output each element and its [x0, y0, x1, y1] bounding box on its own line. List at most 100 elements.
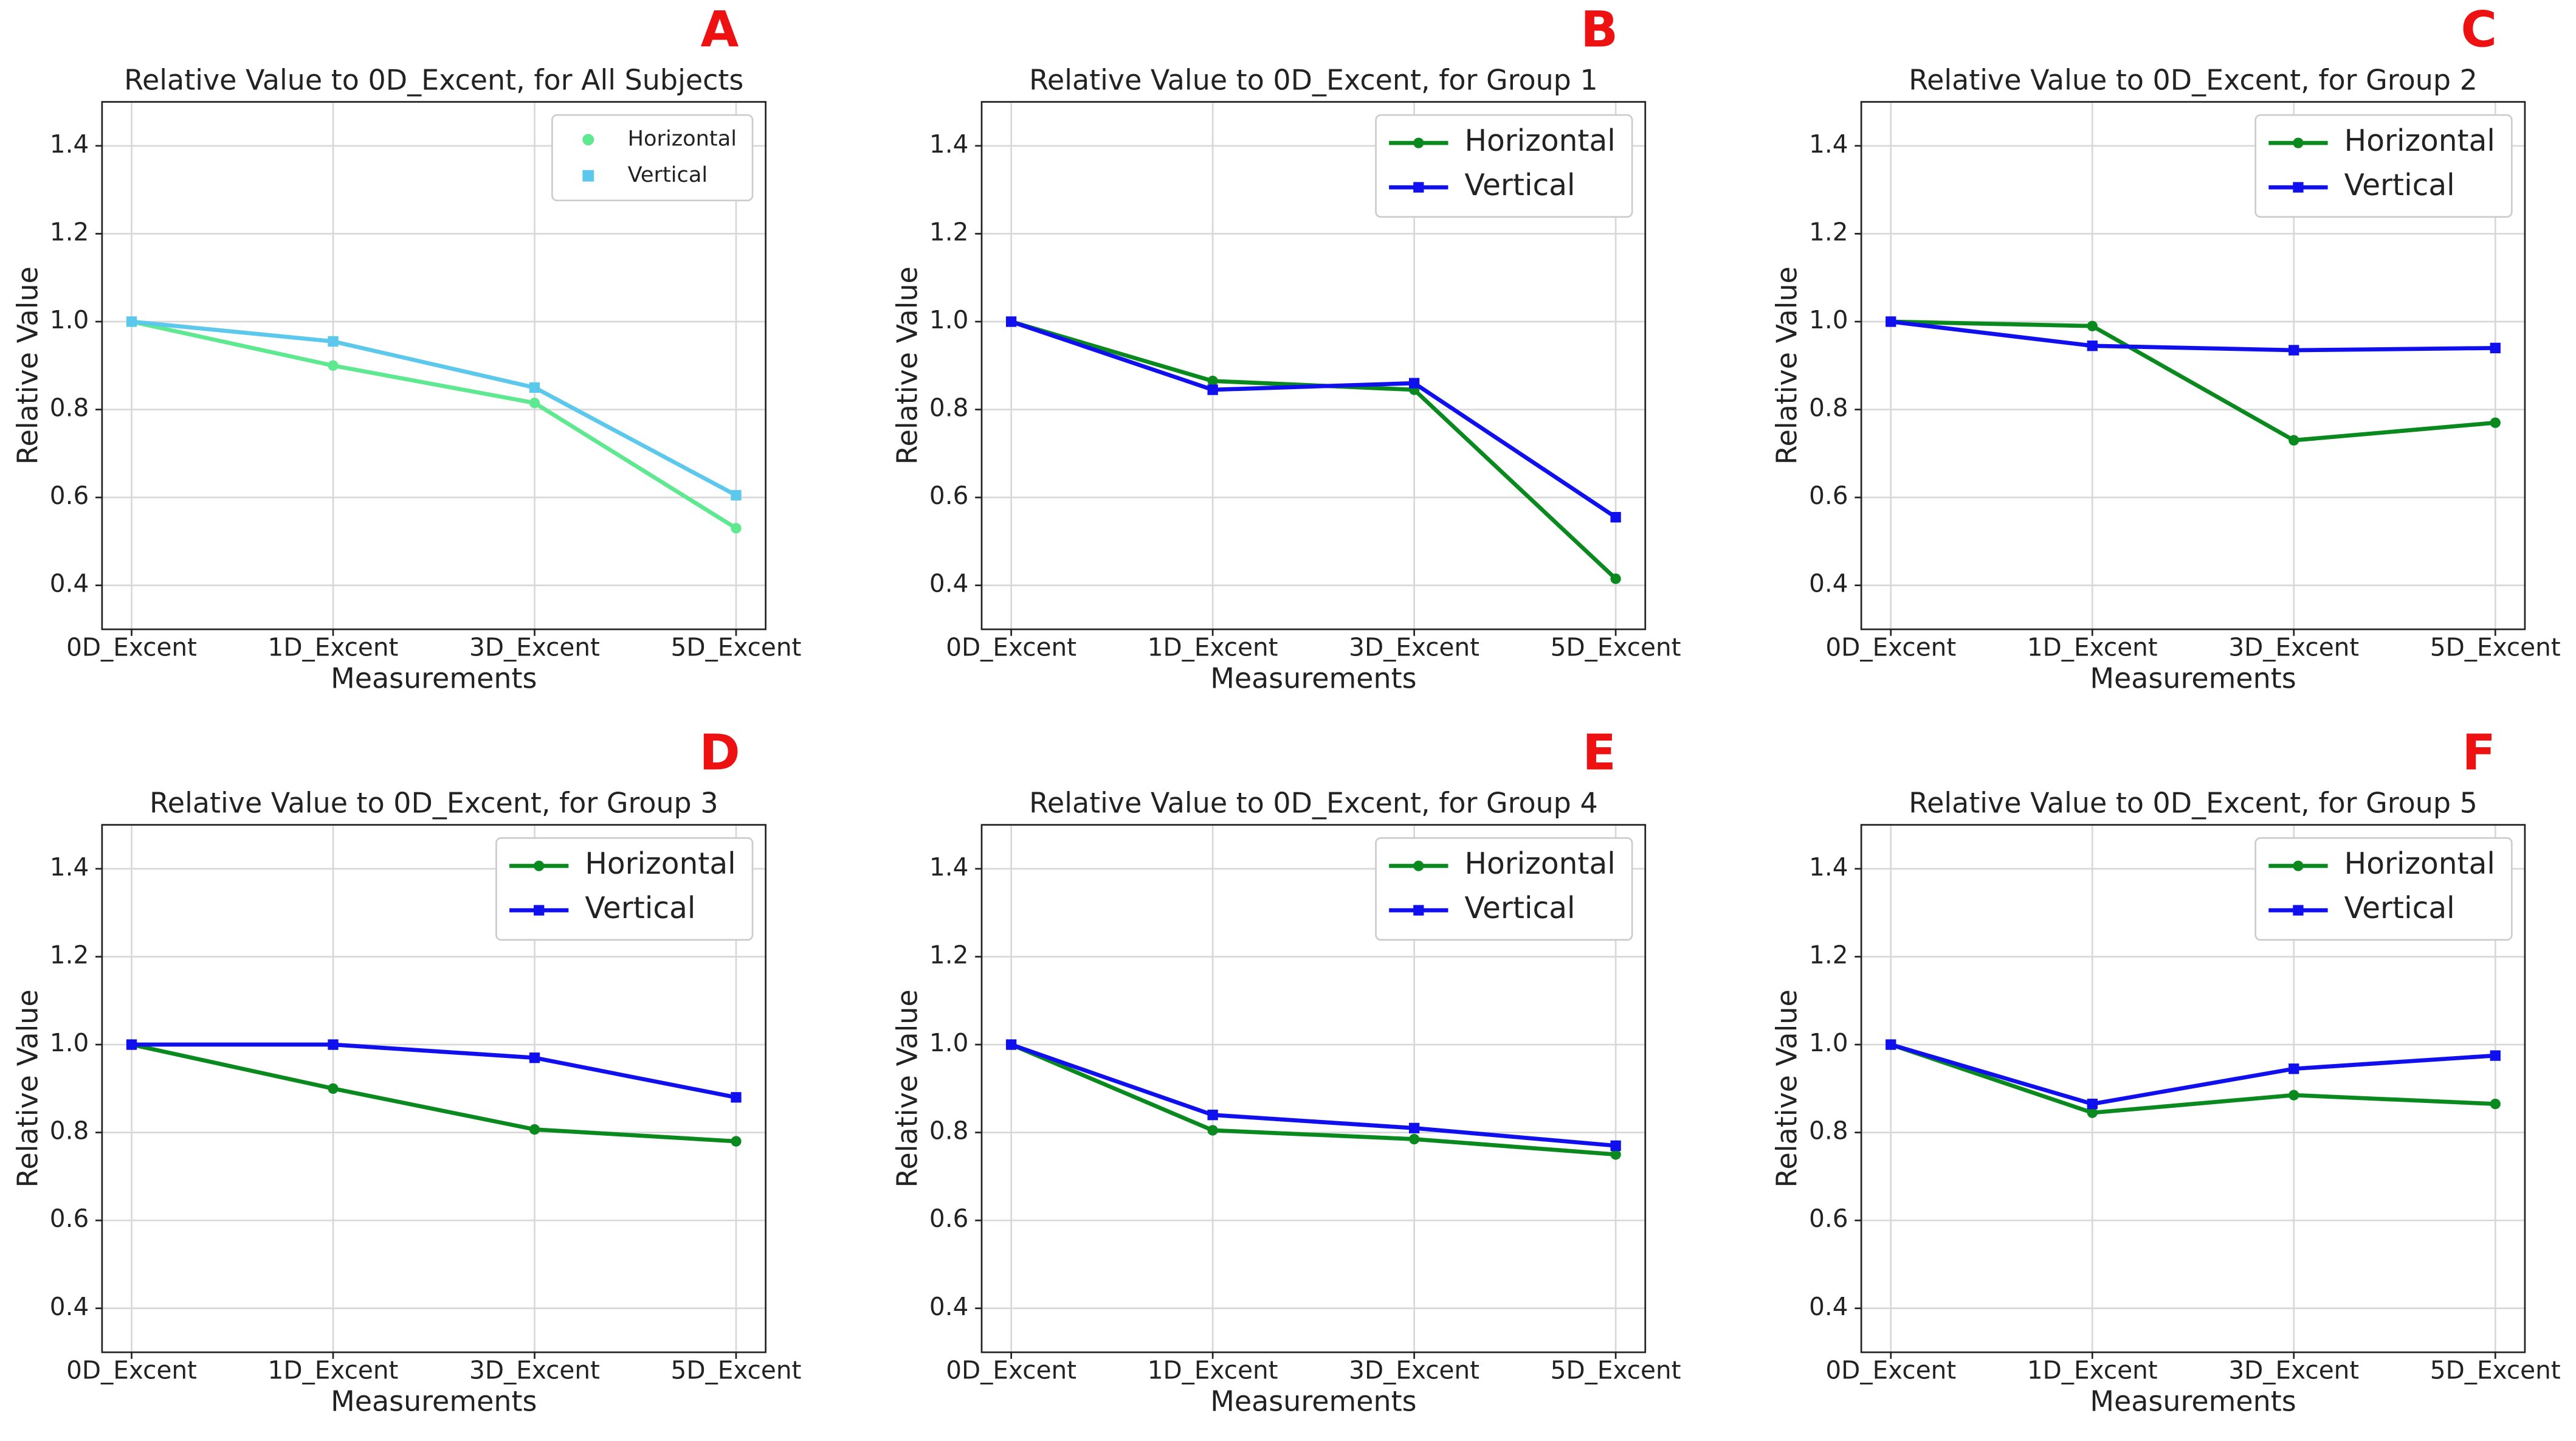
legend-marker — [1413, 860, 1424, 871]
y-tick-label: 1.4 — [929, 852, 968, 882]
data-point — [1408, 1122, 1420, 1134]
chart-panel: 0.4 0.6 0.8 1.0 1.2 1.4 0D_Excent 1D_Excent 3D_E… — [891, 2, 1681, 695]
x-tick-label: 1D_Excent — [1148, 632, 1278, 662]
y-tick-label: 1.0 — [929, 305, 968, 334]
legend-box — [551, 114, 754, 202]
y-tick-label: 1.4 — [50, 130, 89, 159]
data-point — [731, 523, 742, 534]
plot-frame — [1860, 101, 2526, 631]
legend-label: Horizontal — [585, 847, 735, 881]
data-point — [1610, 1140, 1621, 1151]
y-tick-label: 1.0 — [50, 305, 89, 334]
chart-panel: 0.4 0.6 0.8 1.0 1.2 1.4 0D_Excent 1D_Excent 3D_E… — [891, 725, 1681, 1418]
data-point — [1408, 378, 1420, 389]
data-point — [2087, 1107, 2098, 1118]
data-point — [1207, 1110, 1218, 1121]
y-tick-label: 1.0 — [1809, 305, 1848, 334]
plot-frame — [1860, 824, 2526, 1353]
data-point — [1207, 384, 1218, 395]
x-axis-label: Measurements — [2090, 662, 2296, 694]
series-line — [1890, 319, 2496, 443]
series-line — [131, 1042, 737, 1100]
x-tick-label: 1D_Excent — [268, 632, 399, 662]
data-point — [1610, 1149, 1621, 1160]
data-point — [1886, 316, 1896, 327]
y-tick-label: 0.4 — [50, 1292, 89, 1321]
chart-title: Relative Value to 0D_Excent, for Group 3 — [150, 787, 718, 820]
y-tick-label: 0.4 — [929, 569, 968, 598]
data-point — [731, 489, 742, 501]
data-point — [1610, 512, 1621, 523]
y-axis-label: Relative Value — [11, 266, 44, 465]
y-tick-label: 0.6 — [1809, 1204, 1848, 1233]
plot-frame — [101, 824, 766, 1353]
y-axis-label: Relative Value — [11, 989, 44, 1187]
x-tick-label: 0D_Excent — [946, 1355, 1076, 1384]
y-tick-label: 1.2 — [1809, 940, 1848, 969]
data-point — [529, 1124, 540, 1135]
y-tick-label: 0.4 — [1809, 569, 1848, 598]
x-axis-label: Measurements — [1210, 662, 1416, 694]
x-tick-label: 5D_Excent — [671, 632, 802, 662]
y-tick-label: 0.8 — [1809, 393, 1848, 423]
y-tick-label: 1.2 — [929, 217, 968, 246]
x-tick-label: 1D_Excent — [268, 1355, 399, 1384]
y-tick-label: 0.4 — [929, 1292, 968, 1321]
x-tick-label: 5D_Excent — [1551, 1355, 1681, 1384]
y-tick-label: 0.6 — [929, 481, 968, 510]
y-tick-label: 1.4 — [1809, 130, 1848, 159]
y-axis-label: Relative Value — [1771, 266, 1803, 465]
legend-marker — [582, 134, 594, 146]
data-point — [2288, 345, 2299, 356]
series-line — [131, 1042, 737, 1144]
data-point — [1207, 1125, 1218, 1136]
legend-label: Horizontal — [628, 126, 737, 151]
x-tick-label: 5D_Excent — [1551, 632, 1681, 662]
data-point — [1207, 375, 1218, 387]
legend-label: Vertical — [1465, 891, 1576, 925]
data-point — [2490, 1098, 2501, 1110]
legend-marker — [2293, 137, 2304, 148]
legend-marker — [1413, 137, 1424, 148]
legend-label: Horizontal — [1465, 124, 1616, 158]
y-tick-label: 1.4 — [929, 130, 968, 159]
y-tick-label: 0.8 — [1809, 1116, 1848, 1146]
legend-marker — [534, 905, 545, 916]
chart-title: Relative Value to 0D_Excent, for Group 2 — [1909, 64, 2478, 97]
data-point — [2288, 435, 2299, 446]
series-line — [131, 319, 737, 497]
y-tick-label: 1.2 — [50, 940, 89, 969]
x-tick-label: 5D_Excent — [2430, 632, 2561, 662]
y-tick-label: 1.0 — [1809, 1028, 1848, 1057]
data-point — [731, 1136, 742, 1147]
chart-panel: 0.4 0.6 0.8 1.0 1.2 1.4 0D_Excent 1D_Excent 3D_E… — [11, 725, 801, 1418]
data-point — [328, 336, 339, 347]
plot-frame — [980, 824, 1647, 1353]
data-point — [2087, 320, 2098, 331]
legend-marker — [534, 860, 545, 871]
y-tick-label: 1.0 — [50, 1028, 89, 1057]
legend-marker — [2293, 182, 2304, 193]
data-point — [126, 1039, 137, 1050]
series-line — [131, 319, 737, 530]
data-point — [2288, 1090, 2299, 1101]
legend-label: Vertical — [628, 162, 708, 187]
chart-panel: 0.4 0.6 0.8 1.0 1.2 1.4 0D_Excent 1D_Excent 3D_E… — [11, 2, 801, 695]
y-tick-label: 1.2 — [50, 217, 89, 246]
series-line — [1010, 319, 1617, 519]
x-tick-label: 3D_Excent — [469, 1355, 600, 1384]
legend-marker — [2293, 860, 2304, 871]
x-axis-label: Measurements — [331, 662, 537, 694]
y-tick-label: 0.8 — [929, 393, 968, 423]
y-tick-label: 1.2 — [1809, 217, 1848, 246]
legend-label: Vertical — [585, 891, 695, 925]
legend-marker — [582, 170, 594, 182]
y-tick-label: 0.8 — [50, 1116, 89, 1146]
y-tick-label: 1.4 — [50, 852, 89, 882]
x-tick-label: 0D_Excent — [946, 632, 1076, 662]
chart-title: Relative Value to 0D_Excent, for Group 1 — [1029, 64, 1598, 97]
chart-title: Relative Value to 0D_Excent, for Group 5 — [1909, 787, 2478, 820]
y-tick-label: 0.6 — [1809, 481, 1848, 510]
